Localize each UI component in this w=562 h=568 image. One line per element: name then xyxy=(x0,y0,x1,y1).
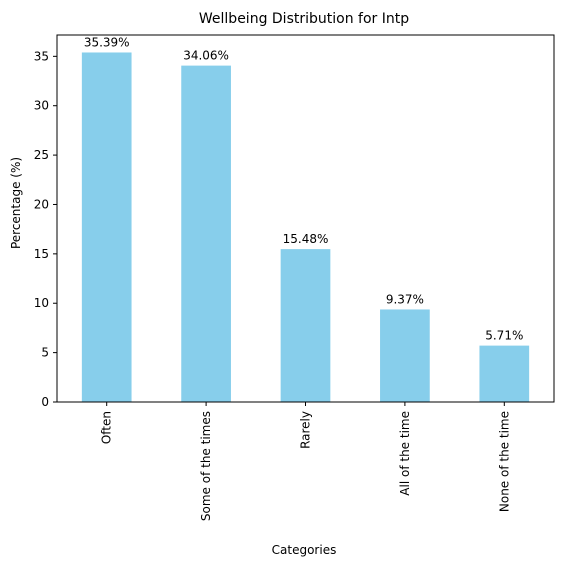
bars-group xyxy=(81,52,530,402)
x-tick-label-1: Some of the times xyxy=(199,411,213,521)
x-tick-label-0: Often xyxy=(100,411,114,444)
y-tick-label-0: 0 xyxy=(41,395,49,409)
y-tick-label-1: 5 xyxy=(41,346,49,360)
plot-frame xyxy=(56,34,555,403)
x-tick-label-2: Rarely xyxy=(299,411,313,449)
y-tick-label-7: 35 xyxy=(34,49,49,63)
bar-1 xyxy=(181,65,231,402)
x-axis-ticks: Often Some of the times Rarely All of the t… xyxy=(100,402,511,521)
x-axis-label: Categories xyxy=(272,543,337,557)
chart-title: Wellbeing Distribution for Intp xyxy=(199,11,409,27)
y-tick-label-3: 15 xyxy=(34,247,49,261)
y-tick-label-4: 20 xyxy=(34,197,49,211)
data-label-1: 34.06% xyxy=(183,49,229,63)
data-labels-group: 35.39% 34.06% 15.48% 9.37% 5.71% xyxy=(84,35,524,342)
x-tick-label-3: All of the time xyxy=(398,411,412,496)
x-tick-label-4: None of the time xyxy=(497,411,511,512)
y-tick-label-6: 30 xyxy=(34,99,49,113)
y-tick-label-5: 25 xyxy=(34,148,49,162)
data-label-4: 5.71% xyxy=(485,329,523,343)
bar-4 xyxy=(479,345,530,402)
bar-3 xyxy=(380,309,430,402)
y-axis-label: Percentage (%) xyxy=(9,157,23,249)
data-label-0: 35.39% xyxy=(84,35,130,49)
data-label-2: 15.48% xyxy=(283,232,329,246)
data-label-3: 9.37% xyxy=(386,292,424,306)
y-axis-ticks: 0 5 10 15 20 25 30 35 xyxy=(34,49,57,409)
bar-2 xyxy=(280,249,331,402)
y-tick-label-2: 10 xyxy=(34,296,49,310)
bar-0 xyxy=(81,52,132,402)
